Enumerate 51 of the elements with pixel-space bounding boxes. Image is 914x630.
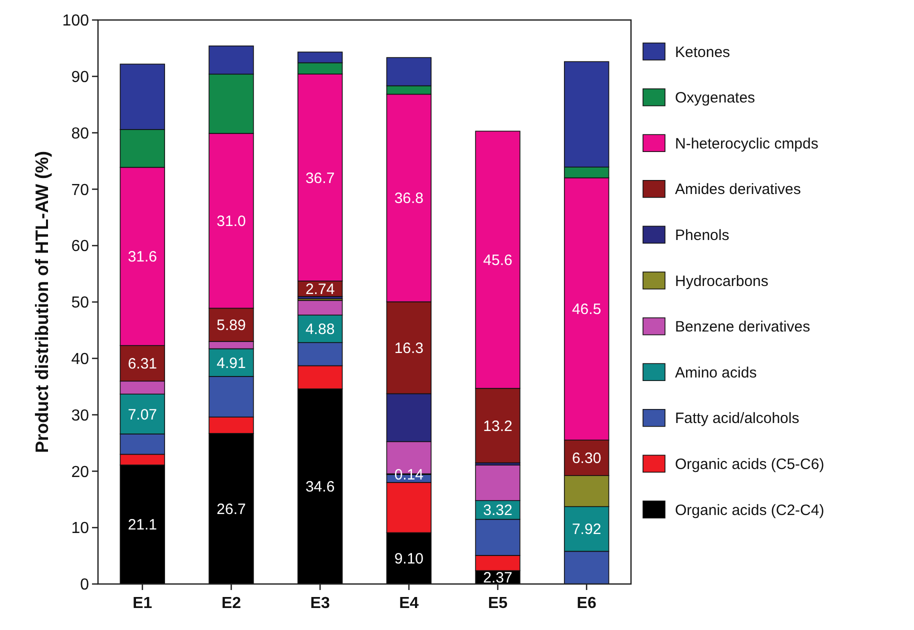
legend-label: Benzene derivatives — [675, 318, 810, 336]
legend-label: Amides derivatives — [675, 181, 801, 198]
y-tick-label: 100 — [62, 12, 90, 30]
data-label: 13.2 — [483, 418, 512, 435]
data-label: 46.5 — [572, 301, 602, 318]
data-label: 26.7 — [216, 500, 246, 518]
x-tick-label: E5 — [488, 595, 508, 612]
y-tick-label: 40 — [71, 351, 90, 368]
legend-label: Ketones — [675, 44, 730, 61]
y-tick-label: 50 — [71, 294, 90, 312]
y-tick-label: 10 — [71, 520, 90, 538]
data-label: 6.31 — [128, 356, 158, 373]
data-label: 7.07 — [128, 406, 158, 424]
data-label: 36.8 — [394, 190, 424, 208]
legend-label: Phenols — [675, 226, 730, 244]
data-label: 34.6 — [305, 478, 335, 496]
legend-label: Oxygenates — [675, 90, 756, 107]
legend-label: Amino acids — [675, 364, 757, 382]
x-tick-label: E6 — [576, 595, 596, 612]
y-tick-label: 20 — [71, 464, 90, 481]
data-label: 9.10 — [394, 550, 424, 568]
legend-label: Organic acids (C2-C4) — [675, 502, 824, 519]
x-tick-label: E2 — [221, 595, 242, 612]
legend-label: N-heterocyclic cmpds — [675, 135, 818, 152]
y-tick-label: 90 — [71, 69, 90, 86]
data-label: 7.92 — [572, 521, 602, 538]
x-tick-label: E1 — [132, 595, 152, 612]
data-label: 2.37 — [483, 570, 512, 587]
data-label: 31.0 — [216, 213, 246, 230]
data-label: 2.74 — [305, 280, 335, 298]
data-label: 4.91 — [216, 354, 246, 372]
y-tick-label: 0 — [80, 576, 90, 594]
y-axis-title: Product distribution of HTL-AW (%) — [32, 151, 52, 453]
data-label: 31.6 — [128, 248, 158, 266]
data-label: 6.30 — [572, 450, 602, 468]
y-tick-label: 70 — [71, 182, 90, 199]
y-tick-label: 30 — [71, 407, 90, 424]
legend-label: Fatty acid/alcohols — [675, 410, 800, 428]
legend-label: Hydrocarbons — [675, 272, 768, 290]
data-label: 21.1 — [128, 516, 158, 534]
data-label: 3.32 — [483, 502, 512, 520]
data-label: 36.7 — [305, 170, 335, 187]
data-label: 4.88 — [305, 321, 335, 338]
y-tick-label: 60 — [71, 238, 90, 256]
y-tick-label: 80 — [71, 125, 90, 142]
x-tick-label: E4 — [399, 595, 419, 612]
x-tick-label: E3 — [310, 595, 330, 612]
data-label: 16.3 — [394, 340, 424, 357]
data-label: 45.6 — [483, 252, 512, 270]
data-label: 5.89 — [216, 317, 246, 334]
legend-label: Organic acids (C5-C6) — [675, 456, 824, 473]
